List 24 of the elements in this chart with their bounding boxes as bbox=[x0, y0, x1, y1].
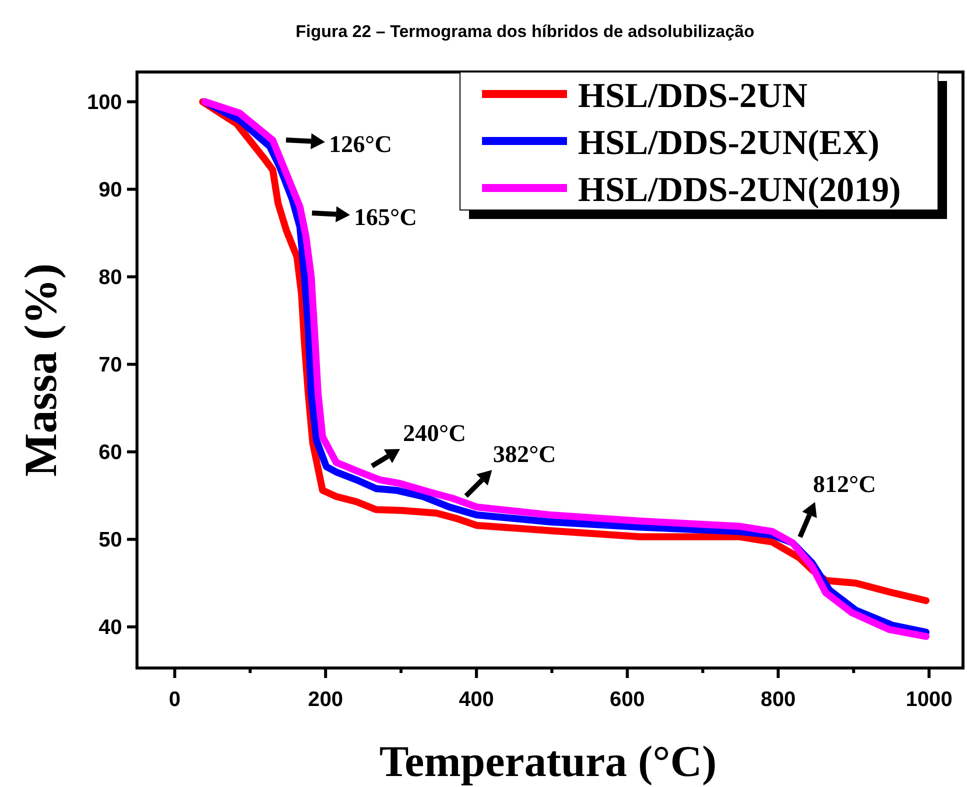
y-tick-label: 100 bbox=[86, 90, 122, 114]
x-tick-label: 1000 bbox=[906, 688, 952, 711]
x-tick-label: 800 bbox=[760, 688, 796, 711]
legend-label: HSL/DDS-2UN(2019) bbox=[578, 170, 901, 209]
annotation: 240°C bbox=[403, 421, 466, 447]
x-tick-label: 400 bbox=[458, 688, 494, 711]
y-tick-label: 70 bbox=[98, 353, 122, 376]
x-axis-title: Temperatura (°C) bbox=[379, 737, 717, 786]
y-tick-label: 80 bbox=[98, 266, 122, 289]
annotation: 382°C bbox=[493, 442, 556, 468]
y-tick-label: 40 bbox=[98, 616, 122, 639]
legend-label: HSL/DDS-2UN(EX) bbox=[578, 123, 880, 162]
y-tick-label: 90 bbox=[98, 178, 122, 202]
x-tick-label: 200 bbox=[308, 688, 344, 711]
annotation: 812°C bbox=[813, 472, 876, 498]
y-tick-label: 50 bbox=[98, 528, 122, 552]
x-tick-label: 600 bbox=[610, 688, 645, 711]
annotation: 126°C bbox=[329, 132, 392, 158]
annotation: 165°C bbox=[354, 205, 417, 231]
chart-title: Figura 22 – Termograma dos híbridos de adsolubilização bbox=[296, 22, 754, 41]
x-tick-label: 0 bbox=[168, 688, 181, 711]
legend-label: HSL/DDS-2UN bbox=[578, 76, 808, 115]
y-tick-label: 60 bbox=[98, 440, 122, 464]
y-axis-title: Massa (%) bbox=[15, 263, 66, 477]
